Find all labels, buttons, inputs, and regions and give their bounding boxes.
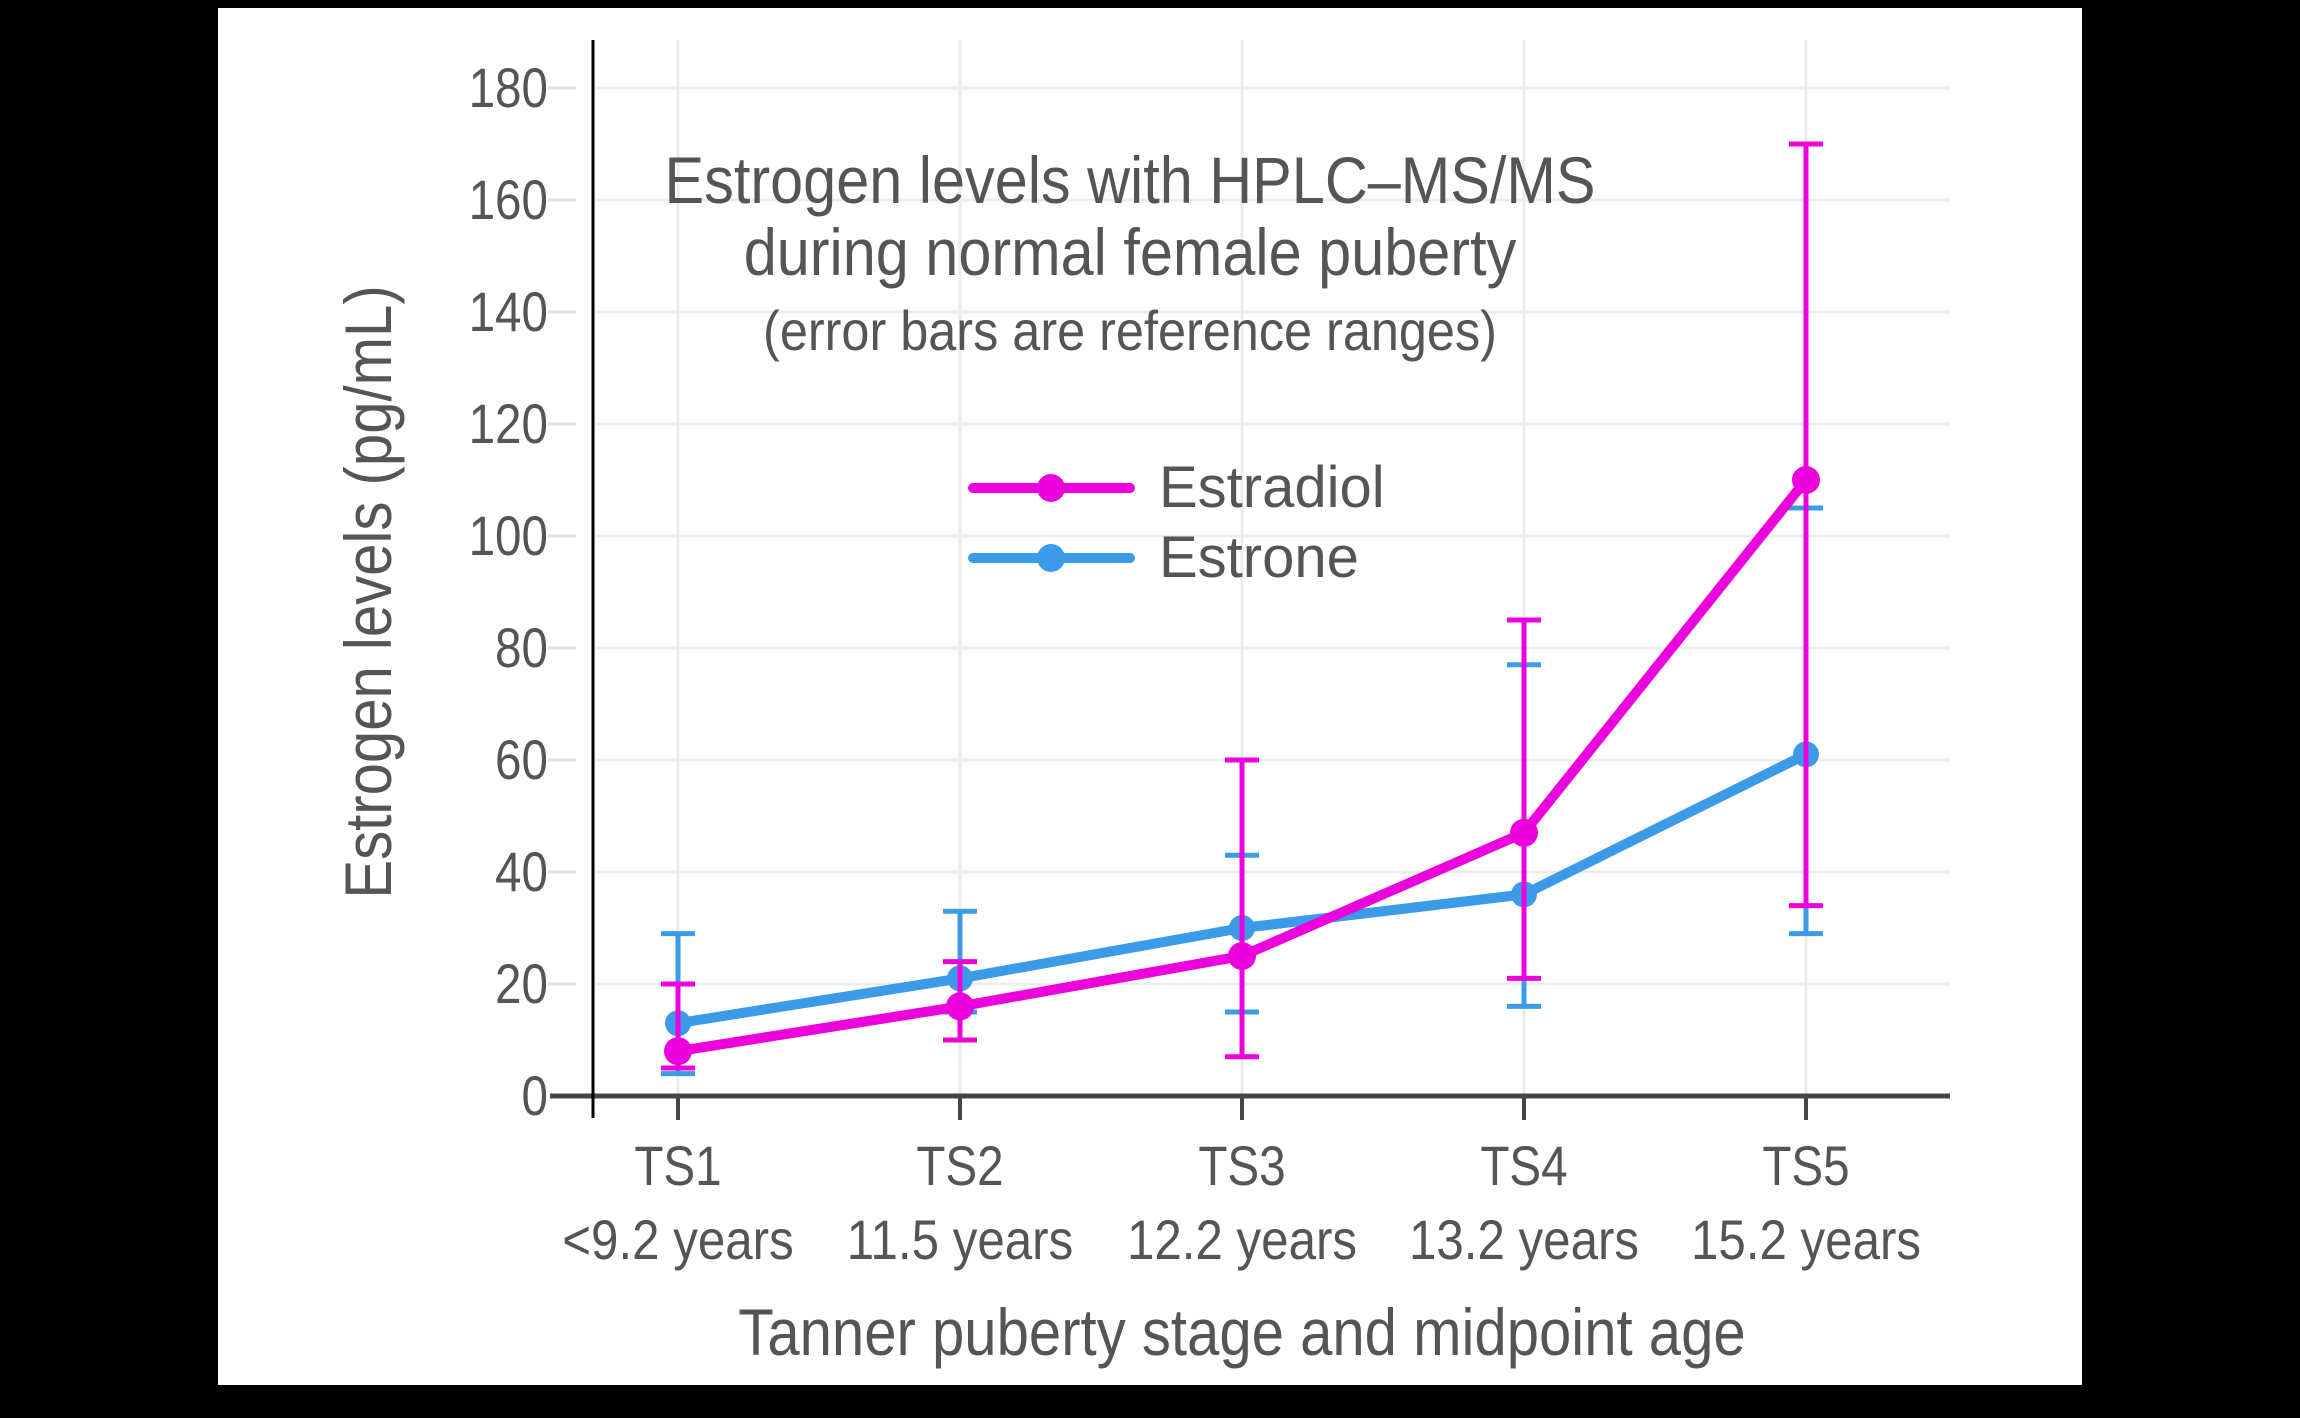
chart-title-line1: Estrogen levels with HPLC–MS/MS (664, 143, 1596, 217)
estrone-swatch-line (968, 544, 1135, 572)
estradiol-swatch-marker (1037, 474, 1065, 502)
legend: Estradiol Estrone (968, 453, 1385, 593)
estradiol-point-TS1 (664, 1037, 692, 1066)
x-stage-label-TS3: TS3 (1198, 1134, 1286, 1197)
x-age-label-TS5: 15.2 years (1690, 1208, 1922, 1271)
chart-plot (548, 40, 1950, 1120)
estradiol-point-TS5 (1792, 466, 1820, 494)
y-tick-label-100: 100 (468, 504, 548, 567)
y-tick-label-40: 40 (495, 840, 548, 903)
y-tick-label-160: 160 (468, 168, 548, 231)
x-stage-label-TS2: TS2 (916, 1134, 1004, 1197)
legend-item-estradiol[interactable]: Estradiol (968, 453, 1385, 523)
x-stage-label-TS5: TS5 (1762, 1134, 1850, 1197)
legend-label-estradiol: Estradiol (1159, 455, 1385, 520)
x-stage-label-TS4: TS4 (1480, 1134, 1568, 1197)
estradiol-point-TS4 (1510, 818, 1538, 847)
x-age-label-TS2: 11.5 years (846, 1208, 1074, 1271)
x-stage-label-TS1: TS1 (634, 1134, 722, 1197)
y-tick-label-60: 60 (495, 728, 548, 791)
y-tick-label-20: 20 (495, 952, 548, 1015)
x-age-label-TS4: 13.2 years (1408, 1208, 1640, 1271)
y-tick-label-180: 180 (468, 56, 548, 119)
chart-subtitle: (error bars are reference ranges) (763, 299, 1497, 362)
estradiol-point-TS2 (946, 992, 974, 1021)
estrone-swatch-marker (1037, 544, 1065, 572)
x-axis-title: Tanner puberty stage and midpoint age (738, 1295, 1746, 1369)
y-tick-label-120: 120 (468, 392, 548, 455)
y-tick-label-80: 80 (495, 616, 548, 679)
y-tick-label-0: 0 (521, 1064, 548, 1127)
y-tick-label-140: 140 (468, 280, 548, 343)
legend-item-estrone[interactable]: Estrone (968, 523, 1385, 593)
x-age-label-TS1: <9.2 years (562, 1208, 794, 1271)
chart-title-line2: during normal female puberty (743, 215, 1517, 289)
estradiol-swatch-line (968, 474, 1135, 502)
estradiol-point-TS3 (1228, 942, 1256, 970)
x-age-label-TS3: 12.2 years (1126, 1208, 1358, 1271)
legend-label-estrone: Estrone (1159, 525, 1359, 590)
chart-panel: Estrogen levels with HPLC–MS/MS during n… (218, 8, 2082, 1385)
